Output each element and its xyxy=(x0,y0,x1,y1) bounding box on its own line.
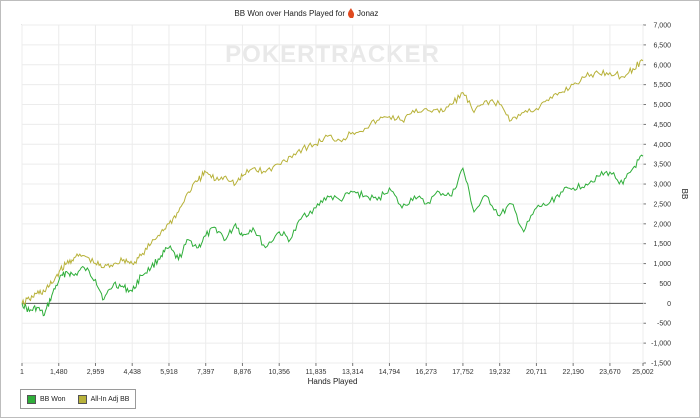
y-tick-label: 2,500 xyxy=(653,201,671,208)
player-name: Jonaz xyxy=(357,9,378,18)
legend-swatch-bb-won xyxy=(27,394,36,404)
legend: BB Won All-In Adj BB xyxy=(20,389,137,409)
legend-swatch-all-in-adj-bb xyxy=(77,394,87,404)
y-tick-label: 4,500 xyxy=(653,122,671,129)
x-tick-label: 5,918 xyxy=(160,369,178,376)
x-tick-label: 10,356 xyxy=(268,369,290,376)
x-tick-label: 20,711 xyxy=(526,369,547,376)
y-tick-label: 2,000 xyxy=(653,221,671,228)
y-tick-label: -500 xyxy=(657,321,671,328)
x-tick-label: 2,959 xyxy=(87,369,105,376)
y-axis-label: BB xyxy=(680,189,689,200)
x-tick-label: 7,397 xyxy=(197,369,215,376)
y-tick-label: -1,500 xyxy=(651,361,671,368)
y-tick-label: 1,000 xyxy=(653,261,671,268)
x-tick-label: 19,232 xyxy=(489,369,511,376)
y-tick-label: 6,500 xyxy=(653,42,671,49)
watermark-logo: POKERTRACKER xyxy=(225,41,440,68)
y-tick-label: 5,000 xyxy=(653,102,671,109)
chart-title: BB Won over Hands Played for xyxy=(234,9,345,18)
x-tick-label: 22,190 xyxy=(562,369,584,376)
y-tick-label: 3,000 xyxy=(653,182,671,189)
x-tick-label: 25,002 xyxy=(632,369,654,376)
x-tick-label: 13,314 xyxy=(342,369,364,376)
legend-label-all-in-adj-bb: All-In Adj BB xyxy=(90,395,130,403)
y-tick-label: 6,000 xyxy=(653,62,671,69)
series-line-all-in-adj-bb xyxy=(21,59,644,306)
y-tick-label: -1,000 xyxy=(651,341,671,348)
y-tick-label: 1,500 xyxy=(653,241,671,248)
y-tick-label: 500 xyxy=(659,281,671,288)
legend-item-all-in-adj-bb[interactable]: All-In Adj BB xyxy=(77,394,130,404)
x-axis-label: Hands Played xyxy=(308,377,358,386)
legend-label-bb-won: BB Won xyxy=(40,395,66,403)
legend-item-bb-won[interactable]: BB Won xyxy=(27,394,66,404)
x-tick-label: 16,273 xyxy=(415,369,437,376)
flame-icon xyxy=(348,8,355,18)
x-tick-label: 4,438 xyxy=(123,369,141,376)
y-tick-label: 0 xyxy=(667,301,671,308)
x-tick-label: 17,752 xyxy=(452,369,474,376)
y-tick-label: 4,000 xyxy=(653,142,671,149)
series-line-bb-won xyxy=(21,154,644,317)
y-tick-label: 3,500 xyxy=(653,162,671,169)
x-tick-label: 14,794 xyxy=(379,369,401,376)
x-tick-label: 8,876 xyxy=(234,369,252,376)
x-tick-label: 1 xyxy=(20,369,24,376)
y-tick-label: 7,000 xyxy=(653,23,671,30)
plot-area xyxy=(21,24,644,364)
x-tick-label: 11,835 xyxy=(305,369,326,376)
x-tick-label: 1,480 xyxy=(50,369,68,376)
x-tick-label: 23,670 xyxy=(599,369,621,376)
y-tick-label: 5,500 xyxy=(653,82,671,89)
